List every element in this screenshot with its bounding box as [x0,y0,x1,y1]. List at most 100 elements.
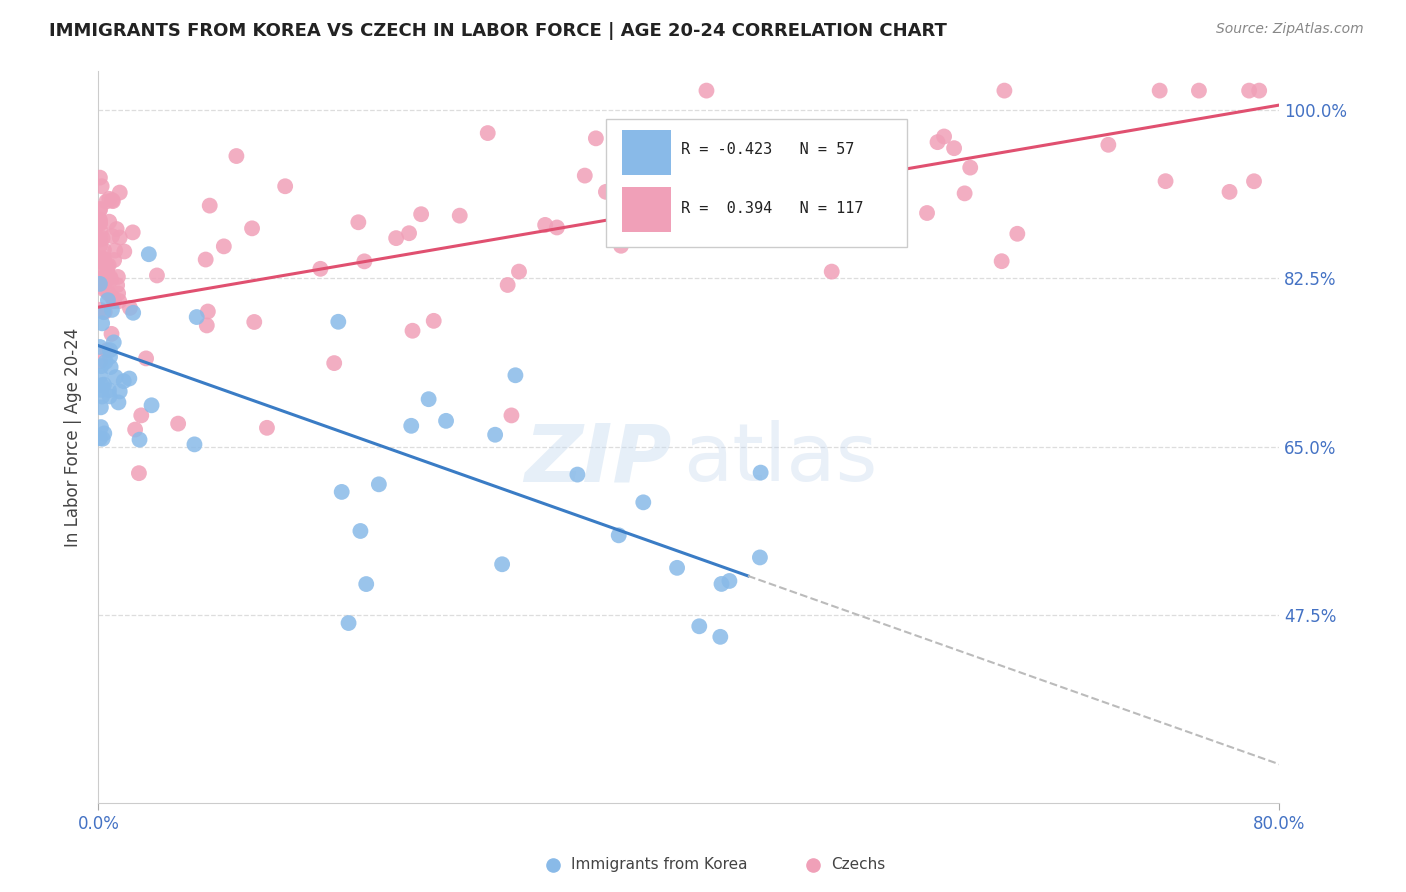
Point [1237,84,1260,98]
Point [98,343,121,358]
Point [990,254,1012,268]
Point [101,302,124,317]
Point [240,221,263,235]
Point [90,359,112,373]
Point [90,420,112,434]
Point [93,426,115,441]
Point [477,126,499,140]
Point [90,252,112,266]
Point [323,356,346,370]
Point [607,528,630,542]
Point [93,256,115,270]
Point [186,310,208,324]
Point [349,524,371,538]
Point [89,263,111,277]
Point [141,398,163,412]
Point [124,423,146,437]
Text: R = -0.423   N = 57: R = -0.423 N = 57 [681,142,853,157]
Point [108,186,131,200]
Point [1007,227,1029,241]
Point [567,467,589,482]
Point [97,383,120,397]
Point [97,286,120,301]
Point [89,274,111,288]
Point [243,315,266,329]
FancyBboxPatch shape [621,187,671,232]
Point [89,274,111,288]
Point [89,431,111,445]
Point [256,421,278,435]
Point [129,409,152,423]
Point [89,217,111,231]
FancyBboxPatch shape [606,119,907,247]
Point [89,238,111,252]
Point [309,261,332,276]
Point [101,194,124,208]
Point [91,390,114,404]
Point [225,149,247,163]
Point [90,179,112,194]
Point [103,253,125,268]
Point [353,254,375,268]
Point [704,184,727,198]
Point [121,226,143,240]
Point [821,265,844,279]
Point [98,270,121,285]
Point [595,185,617,199]
Point [93,283,115,297]
Point [91,280,114,294]
Point [100,359,122,374]
Point [399,418,422,433]
Point [90,383,112,397]
Point [107,395,129,409]
Point [108,230,131,244]
Point [508,264,530,278]
Point [496,277,519,292]
Text: Czechs: Czechs [831,857,884,872]
Point [212,239,235,253]
Point [91,316,114,330]
Point [367,477,389,491]
Point [112,244,135,259]
Point [94,305,117,319]
Point [118,301,141,315]
Point [927,135,949,149]
Point [274,179,297,194]
Point [89,233,111,247]
Point [89,202,111,216]
Point [105,222,128,236]
Point [89,170,111,185]
Point [90,225,112,239]
Point [128,433,150,447]
Point [449,209,471,223]
Point [1149,84,1171,98]
Point [657,121,679,136]
Text: Immigrants from Korea: Immigrants from Korea [571,857,748,872]
Point [89,340,111,354]
Point [574,169,596,183]
Point [146,268,169,283]
Point [195,318,218,333]
Text: Source: ZipAtlas.com: Source: ZipAtlas.com [1216,22,1364,37]
Point [93,270,115,285]
Point [709,630,731,644]
Point [89,272,111,286]
Point [89,271,111,285]
Point [97,258,120,272]
Point [610,239,633,253]
Point [418,392,440,407]
Text: atlas: atlas [683,420,877,498]
Point [101,229,124,244]
Point [330,484,353,499]
Point [138,247,160,261]
Point [98,389,121,403]
Point [401,324,423,338]
Point [748,550,770,565]
Point [491,558,513,572]
Point [91,432,114,446]
Point [96,194,118,209]
Point [328,315,350,329]
Point [886,167,908,181]
Point [104,244,127,258]
Point [1218,185,1240,199]
